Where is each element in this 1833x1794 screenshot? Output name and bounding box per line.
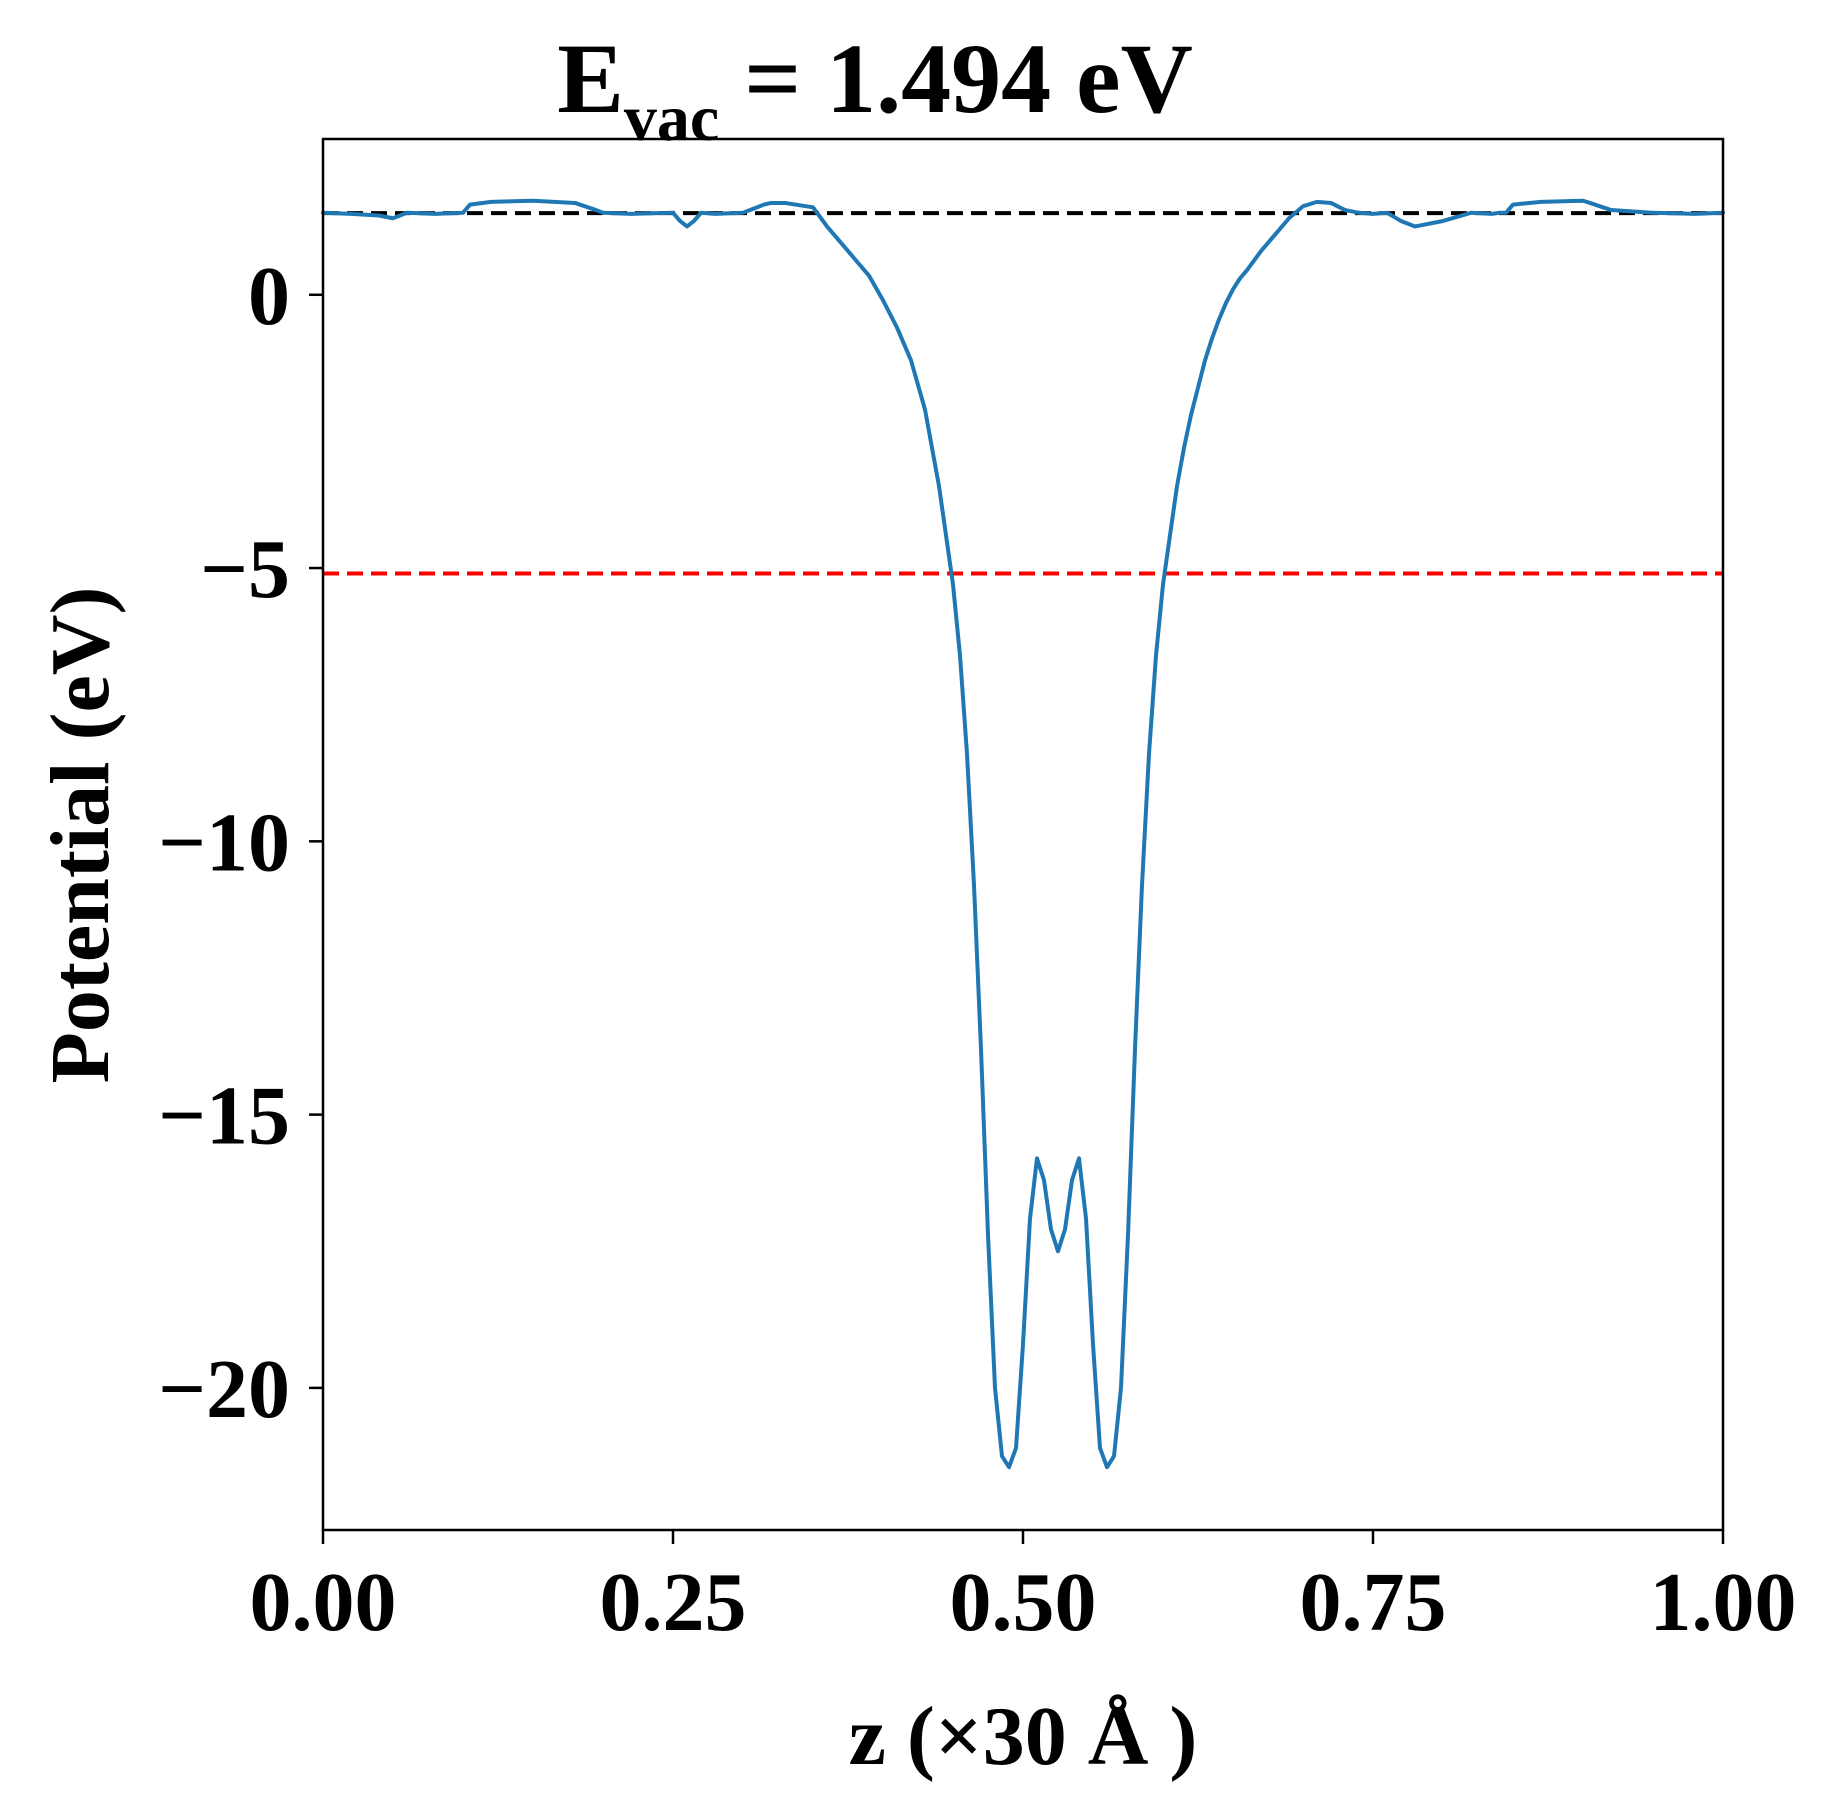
title-main: E <box>557 23 624 134</box>
y-tick-label: −20 <box>158 1343 290 1436</box>
chart-title: Evac = 1.494 eV <box>557 23 1193 155</box>
y-tick-label: −15 <box>158 1070 290 1163</box>
x-tick-label: 0.75 <box>1300 1556 1447 1649</box>
y-tick-label: 0 <box>248 250 290 343</box>
series-line <box>321 198 1725 1470</box>
y-axis: 0 −5 −10 −15 −20 <box>158 250 323 1436</box>
y-tick-label: −10 <box>158 796 290 889</box>
reference-lines <box>323 211 1723 576</box>
title-rest: = 1.494 eV <box>719 23 1193 134</box>
x-axis: 0.00 0.25 0.50 0.75 1.00 <box>250 1530 1797 1649</box>
x-axis-label: z (×30 Å ) <box>849 1690 1198 1783</box>
y-tick-label: −5 <box>200 523 290 616</box>
x-tick-label: 0.25 <box>600 1556 747 1649</box>
x-tick-label: 0.00 <box>250 1556 397 1649</box>
title-subscript: vac <box>624 82 719 155</box>
x-tick-label: 1.00 <box>1650 1556 1797 1649</box>
x-tick-label: 0.50 <box>950 1556 1097 1649</box>
y-axis-label: Potential (eV) <box>34 587 127 1084</box>
